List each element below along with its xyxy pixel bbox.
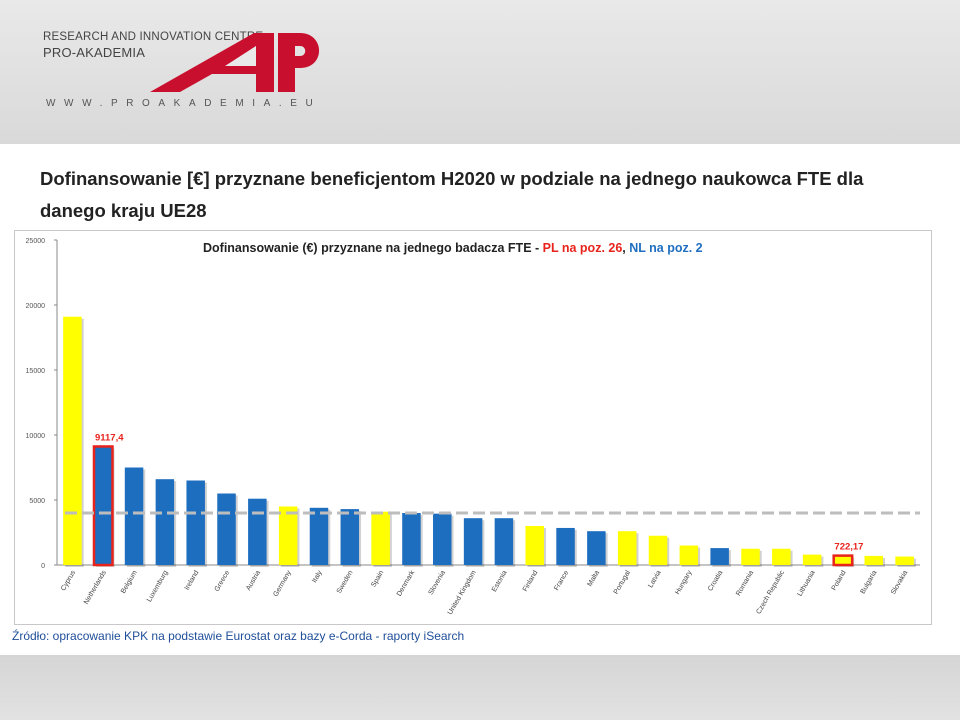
bar-ireland — [186, 480, 205, 565]
bar-chart: 0 5000 10000 15000 20000 25000 Cyprus Netherlan… — [26, 238, 920, 616]
chart-container: 0 5000 10000 15000 20000 25000 Cyprus Netherlan… — [14, 230, 932, 625]
x-tick-label: Greece — [214, 569, 232, 592]
x-tick-label: Czech Republic — [755, 569, 786, 615]
x-tick-label: Denmark — [396, 569, 417, 598]
chart-title-nl: NL na poz. 2 — [629, 241, 703, 255]
x-tick-label: Sweden — [336, 569, 355, 594]
footer-band — [0, 655, 960, 720]
pro-akademia-logo — [150, 33, 320, 92]
x-tick-label: Cyprus — [60, 569, 77, 592]
chart-title-main: Dofinansowanie (€) przyznane na jednego … — [203, 241, 543, 255]
x-tick-label: Romania — [735, 569, 755, 597]
y-tick-label: 20000 — [26, 303, 46, 310]
x-tick-label: Estonia — [491, 569, 509, 593]
x-tick-label: Poland — [831, 569, 848, 591]
bar-spain — [371, 511, 390, 565]
x-tick-label: France — [553, 569, 570, 591]
data-label-netherlands: 9117,4 — [95, 432, 124, 443]
bar-france — [556, 527, 575, 565]
bar-netherlands — [92, 445, 114, 567]
org-name-line2: PRO-AKADEMIA — [43, 45, 146, 60]
bar-denmark — [402, 513, 421, 565]
bar-austria — [248, 498, 267, 565]
x-tick-label: Portugal — [613, 569, 632, 595]
bar-sweden — [340, 509, 360, 565]
bar-hungary — [679, 545, 699, 565]
header-band: RESEARCH AND INNOVATION CENTRE PRO-AKADE… — [0, 0, 960, 144]
chart-title-pl: PL na poz. 26 — [542, 241, 623, 255]
bar-poland — [832, 554, 854, 567]
bar-greece — [217, 493, 236, 565]
x-tick-label: Bulgaria — [860, 569, 879, 595]
bar-portugal — [617, 531, 637, 565]
x-tick-label: Netherlands — [83, 569, 108, 606]
chart-title-sep: , — [622, 241, 630, 255]
y-tick-label: 15000 — [26, 368, 46, 375]
data-label-poland: 722,17 — [834, 542, 863, 553]
y-tick-label: 25000 — [26, 238, 46, 245]
y-tick-label: 10000 — [26, 433, 46, 440]
bar-latvia — [648, 535, 668, 565]
bar-united-kingdom — [463, 518, 483, 565]
bar-romania — [741, 548, 760, 565]
x-tick-label: Luxemburg — [146, 569, 170, 603]
chart-title: Dofinansowanie (€) przyznane na jednego … — [203, 241, 703, 255]
bar-malta — [587, 531, 606, 565]
bar-finland — [525, 526, 544, 565]
bar-luxemburg — [155, 479, 175, 565]
slide-title: Dofinansowanie [€] przyznane beneficjent… — [40, 168, 864, 221]
bar-italy — [309, 507, 329, 565]
x-tick-label: Lithuania — [797, 569, 817, 597]
org-name-line1: RESEARCH AND INNOVATION CENTRE — [43, 31, 264, 43]
bar-belgium — [124, 467, 144, 565]
x-tick-label: Hungary — [674, 569, 694, 596]
bar-bulgaria — [864, 555, 884, 565]
x-tick-label: Italy — [311, 569, 324, 584]
bar-estonia — [494, 518, 514, 565]
website-url[interactable]: WWW.PROAKADEMIA.EU — [46, 98, 322, 109]
x-tick-label: Ireland — [184, 569, 201, 591]
x-tick-label: Malta — [586, 569, 601, 587]
x-tick-label: Belgium — [120, 569, 139, 595]
x-tick-label: Spain — [370, 569, 385, 588]
x-tick-label: Latvia — [647, 569, 662, 589]
x-tick-label: United Kingdom — [447, 569, 478, 616]
y-tick-label: 0 — [41, 563, 45, 570]
source-note: Źródło: opracowanie KPK na podstawie Eur… — [12, 629, 465, 643]
x-tick-label: Austria — [245, 569, 262, 591]
y-tick-label: 5000 — [29, 498, 45, 505]
x-tick-label: Croatia — [707, 569, 724, 592]
bar-cyprus — [63, 316, 82, 565]
bar-slovenia — [433, 513, 452, 565]
bar-lithuania — [802, 554, 822, 565]
bar-slovakia — [895, 556, 914, 565]
x-tick-label: Slovenia — [428, 569, 448, 596]
bar-czech-republic — [772, 548, 791, 565]
x-tick-label: Germany — [272, 569, 293, 598]
bar-germany — [278, 506, 298, 565]
bar-croatia — [710, 548, 729, 565]
x-tick-label: Slovakia — [890, 569, 909, 596]
x-tick-label: Finland — [522, 569, 540, 592]
